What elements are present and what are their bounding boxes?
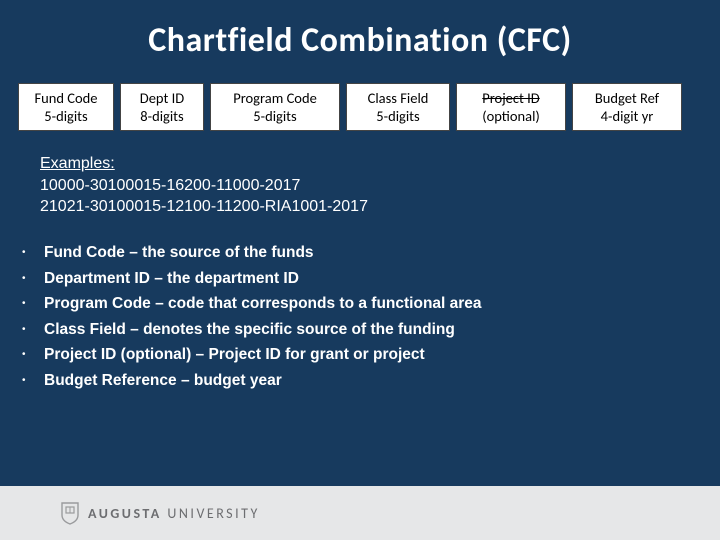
chartfield-box-line2: (optional) (461, 107, 561, 125)
chartfield-box-1: Dept ID8-digits (120, 83, 204, 131)
chartfield-box-line2: 4-digit yr (577, 107, 677, 125)
examples-block: Examples: 10000-30100015-16200-11000-201… (0, 153, 720, 218)
definition-item-3: •Class Field – denotes the specific sour… (22, 317, 698, 343)
chartfield-box-line1: Project ID (461, 89, 561, 107)
definition-text: Project ID (optional) – Project ID for g… (44, 342, 425, 368)
chartfield-box-line1: Dept ID (125, 89, 199, 107)
footer-wordmark: AUGUSTA UNIVERSITY (88, 505, 260, 522)
examples-heading: Examples: (40, 155, 115, 172)
definition-item-1: •Department ID – the department ID (22, 266, 698, 292)
chartfield-box-5: Budget Ref4-digit yr (572, 83, 682, 131)
chartfield-box-line2: 8-digits (125, 107, 199, 125)
bullet-dot: • (22, 368, 44, 390)
chartfield-box-line2: 5-digits (215, 107, 335, 125)
definitions-list: •Fund Code – the source of the funds•Dep… (0, 240, 720, 393)
definition-text: Fund Code – the source of the funds (44, 240, 314, 266)
bullet-dot: • (22, 291, 44, 313)
example-line-2: 21021-30100015-12100-11200-RIA1001-2017 (40, 198, 368, 215)
augusta-university-logo: AUGUSTA UNIVERSITY (60, 501, 260, 525)
bullet-dot: • (22, 342, 44, 364)
shield-icon (60, 501, 80, 525)
chartfield-box-2: Program Code5-digits (210, 83, 340, 131)
bullet-dot: • (22, 317, 44, 339)
chartfield-box-line1: Program Code (215, 89, 335, 107)
definition-text: Department ID – the department ID (44, 266, 299, 292)
bullet-dot: • (22, 266, 44, 288)
definition-item-0: •Fund Code – the source of the funds (22, 240, 698, 266)
chartfield-box-line2: 5-digits (351, 107, 445, 125)
chartfield-box-line1: Budget Ref (577, 89, 677, 107)
bullet-dot: • (22, 240, 44, 262)
chartfield-box-line1: Fund Code (23, 89, 109, 107)
footer-bar: AUGUSTA UNIVERSITY (0, 486, 720, 540)
chartfield-box-3: Class Field5-digits (346, 83, 450, 131)
example-line-1: 10000-30100015-16200-11000-2017 (40, 177, 300, 194)
chartfield-box-4: Project ID(optional) (456, 83, 566, 131)
definition-text: Class Field – denotes the specific sourc… (44, 317, 455, 343)
chartfield-boxes-row: Fund Code5-digitsDept ID8-digitsProgram … (0, 83, 720, 131)
chartfield-box-0: Fund Code5-digits (18, 83, 114, 131)
definition-item-5: •Budget Reference – budget year (22, 368, 698, 394)
chartfield-box-line2: 5-digits (23, 107, 109, 125)
definition-text: Program Code – code that corresponds to … (44, 291, 482, 317)
definition-item-4: •Project ID (optional) – Project ID for … (22, 342, 698, 368)
slide-title: Chartfield Combination (CFC) (0, 0, 720, 83)
chartfield-box-line1: Class Field (351, 89, 445, 107)
definition-item-2: •Program Code – code that corresponds to… (22, 291, 698, 317)
definition-text: Budget Reference – budget year (44, 368, 282, 394)
